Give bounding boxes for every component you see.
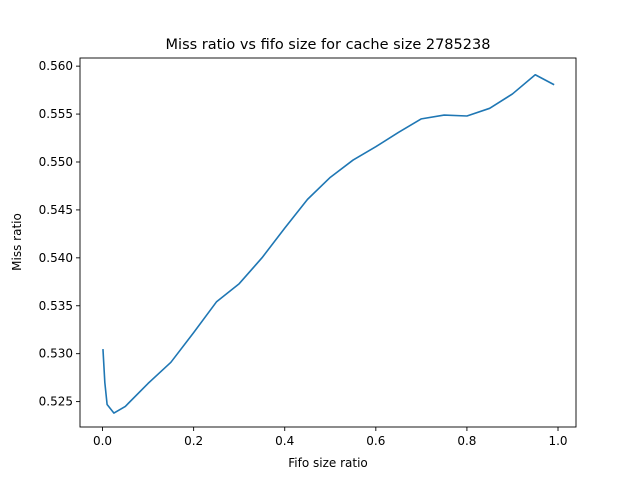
axes-frame <box>79 57 577 428</box>
y-tick-label: 0.530 <box>39 347 73 361</box>
x-tick-label: 0.2 <box>184 434 203 448</box>
y-tick-label: 0.535 <box>39 299 73 313</box>
y-tick-label: 0.525 <box>39 395 73 409</box>
y-tick-label: 0.560 <box>39 59 73 73</box>
y-tick-label: 0.550 <box>39 155 73 169</box>
x-tick-label: 0.0 <box>93 434 112 448</box>
y-tick-label: 0.540 <box>39 251 73 265</box>
x-tick-label: 0.8 <box>457 434 476 448</box>
series-line-0 <box>102 73 555 414</box>
plot-area: 0.0 0.2 0.4 0.6 0.8 1.0 0.525 0.530 0.535 0.540 0.… <box>39 57 577 448</box>
y-axis-title: Miss ratio <box>10 213 24 271</box>
x-tick-label: 1.0 <box>548 434 567 448</box>
x-axis-title: Fifo size ratio <box>288 456 368 470</box>
y-tick-label: 0.555 <box>39 107 73 121</box>
x-tick-label: 0.4 <box>275 434 294 448</box>
chart-title: Miss ratio vs fifo size for cache size 2… <box>166 37 491 53</box>
y-tick-label: 0.545 <box>39 203 73 217</box>
x-tick-label: 0.6 <box>366 434 385 448</box>
